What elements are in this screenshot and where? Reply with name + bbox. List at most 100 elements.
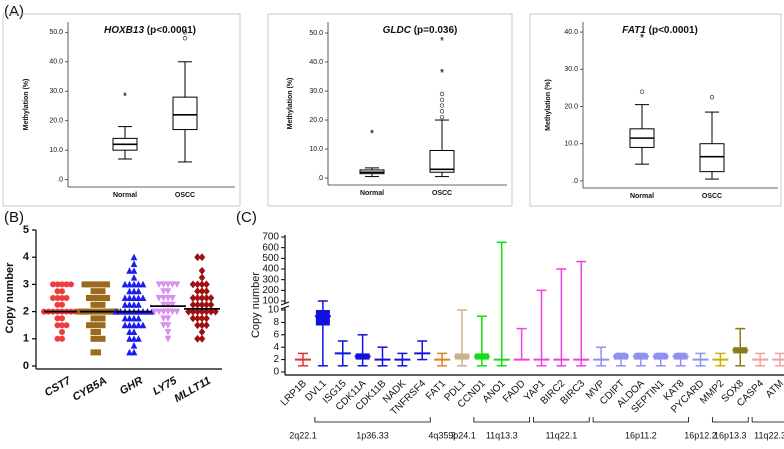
data-point <box>160 308 167 316</box>
data-point <box>139 321 147 329</box>
y-tick-label: 200 <box>262 285 279 296</box>
group-bracket <box>711 417 749 423</box>
extreme <box>440 36 444 41</box>
x-tick-label: CYB5A <box>71 375 109 404</box>
panel-label: (C) <box>236 209 257 226</box>
y-axis-label: Methylation (%) <box>287 78 294 130</box>
y-tick-label: 10.0 <box>49 147 63 154</box>
x-tick-label: ATM <box>764 378 784 400</box>
data-point <box>189 314 197 323</box>
title-stat: (p<0.0001) <box>144 25 196 36</box>
data-point <box>59 295 65 301</box>
y-tick-label: 40.0 <box>564 29 578 36</box>
title-stat: (p=0.036) <box>411 25 457 36</box>
data-point <box>90 335 97 342</box>
data-point <box>198 287 206 296</box>
data-point <box>63 322 70 329</box>
data-point <box>160 322 167 329</box>
data-point <box>164 315 172 322</box>
data-point <box>126 287 133 295</box>
data-point <box>126 335 133 342</box>
data-point <box>54 335 61 342</box>
data-point <box>173 281 181 288</box>
data-point <box>90 349 97 356</box>
data-point <box>130 253 138 261</box>
group-label: 11q22.1 <box>545 430 577 440</box>
data-point <box>130 301 138 308</box>
data-point <box>99 288 106 295</box>
data-point <box>86 322 92 329</box>
data-point <box>130 294 138 301</box>
outlier <box>439 109 445 114</box>
data-point <box>203 321 210 330</box>
data-point <box>121 314 129 322</box>
y-tick-label: 300 <box>262 274 279 285</box>
y-tick-label: 0 <box>273 367 279 378</box>
data-point <box>54 301 61 308</box>
box <box>429 149 455 173</box>
data-point <box>169 308 176 316</box>
data-point <box>160 301 167 309</box>
group-label: 2q22.1 <box>289 430 317 440</box>
y-axis-label: Copy number <box>4 262 16 334</box>
data-point <box>198 266 206 275</box>
group-bracket <box>533 417 590 423</box>
data-point <box>194 287 201 296</box>
x-tick-label: Normal <box>360 190 384 197</box>
data-point <box>169 281 176 288</box>
data-point <box>139 294 147 301</box>
y-tick-label: 20.0 <box>564 103 578 110</box>
data-point <box>99 322 106 329</box>
data-point <box>50 295 56 301</box>
data-point <box>169 301 176 309</box>
data-point <box>130 328 138 335</box>
data-point <box>135 301 142 308</box>
data-point <box>207 300 215 309</box>
data-point <box>189 294 197 302</box>
data-point <box>54 281 61 288</box>
outlier <box>639 89 645 94</box>
data-point <box>169 295 176 302</box>
data-point <box>63 295 70 301</box>
data-point <box>63 281 70 288</box>
data-point <box>194 280 201 289</box>
data-point <box>164 322 172 329</box>
data-point <box>130 280 138 288</box>
panel-frame <box>2 13 241 207</box>
data-point <box>59 288 65 295</box>
data-point <box>130 274 138 281</box>
data-point <box>59 301 65 308</box>
data-point <box>121 280 129 288</box>
data-point <box>198 273 206 282</box>
data-point <box>126 267 133 274</box>
x-tick-label: Normal <box>113 192 137 199</box>
data-point <box>198 321 206 330</box>
outlier <box>439 91 445 97</box>
group-label: 1p36.33 <box>356 430 389 440</box>
y-tick-label: 5 <box>23 224 29 236</box>
x-tick-label: MLLT11 <box>172 375 213 405</box>
x-tick-label: FADD <box>501 378 528 405</box>
data-point <box>86 295 92 301</box>
title-gene: FAT1 <box>622 25 646 36</box>
data-point <box>90 288 97 295</box>
y-axis-label: Methylation (%) <box>545 79 552 131</box>
x-tick-label: CST7 <box>43 374 74 399</box>
data-point <box>164 295 172 302</box>
data-point <box>139 280 147 288</box>
data-point <box>99 315 106 322</box>
data-point <box>194 253 201 262</box>
data-point <box>198 334 206 343</box>
y-axis-label: Methylation (%) <box>23 79 30 131</box>
data-point <box>126 280 133 288</box>
data-point <box>90 315 97 322</box>
data-point <box>160 288 167 295</box>
y-tick-label: .0 <box>317 175 323 182</box>
y-tick-label: 3 <box>23 278 29 290</box>
data-point <box>135 335 142 342</box>
data-point <box>135 280 142 288</box>
data-point <box>59 281 65 288</box>
panel-frame <box>267 13 513 207</box>
chart-title: HOXB13 (p<0.0001) <box>104 25 196 36</box>
